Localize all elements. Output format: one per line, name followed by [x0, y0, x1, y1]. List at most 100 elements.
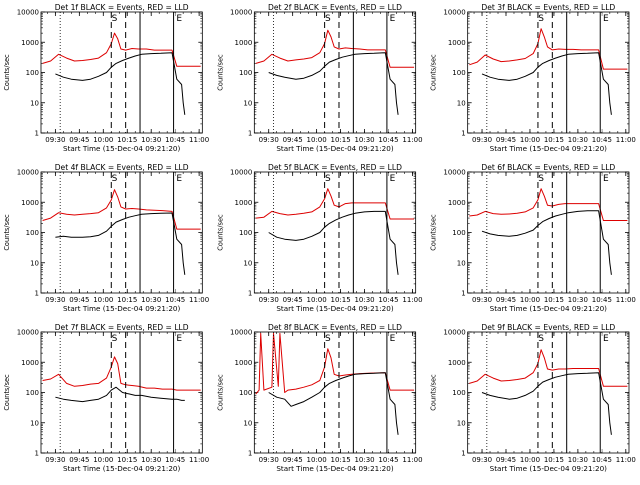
- y-axis-label: Counts/sec: [216, 374, 224, 411]
- detector-panel-6: Det 6f BLACK = Events, RED = LLD 1 10 100 10…: [430, 163, 636, 313]
- x-axis-label: Start Time (15-Dec-04 09:21:20): [276, 144, 393, 153]
- y-tick-label: 1: [248, 290, 252, 298]
- y-axis-label: Counts/sec: [3, 54, 11, 91]
- x-tick-label: 09:45: [69, 296, 89, 304]
- data-gap: [600, 13, 602, 132]
- x-tick-label: 11:00: [189, 296, 209, 304]
- end-marker-label: E: [603, 334, 609, 344]
- y-tick-label: 1: [461, 450, 465, 458]
- x-tick-label: 10:30: [354, 296, 374, 304]
- panel-title: Det 8f BLACK = Events, RED = LLD: [268, 323, 402, 332]
- detector-panel-7: Det 7f BLACK = Events, RED = LLD 1 10 100 10…: [3, 323, 209, 473]
- detector-panel-2: Det 2f BLACK = Events, RED = LLD 1 10 100 10…: [216, 3, 422, 153]
- end-marker-label: E: [603, 14, 609, 24]
- x-tick-label: 10:45: [592, 456, 612, 464]
- series-lld-red: [469, 349, 628, 387]
- series-events-black: [268, 52, 399, 115]
- plot-frame: [40, 331, 203, 454]
- x-axis-label: Start Time (15-Dec-04 09:21:20): [490, 144, 607, 153]
- plot-frame: [467, 331, 630, 454]
- x-tick-label: 09:30: [472, 296, 492, 304]
- y-tick-label: 10: [243, 259, 252, 267]
- x-tick-label: 10:30: [568, 456, 588, 464]
- panel-title: Det 9f BLACK = Events, RED = LLD: [481, 323, 615, 332]
- y-tick-label: 100: [26, 69, 39, 77]
- x-tick-label: 10:15: [544, 296, 564, 304]
- series-lld-red: [255, 188, 415, 220]
- y-axis-label: Counts/sec: [3, 374, 11, 411]
- y-tick-label: 10: [457, 99, 466, 107]
- x-tick-label: 11:00: [402, 296, 422, 304]
- x-tick-label: 10:00: [307, 296, 327, 304]
- panel-title: Det 1f BLACK = Events, RED = LLD: [55, 3, 189, 12]
- y-axis-label: Counts/sec: [3, 214, 11, 251]
- y-tick-label: 10000: [443, 169, 465, 177]
- x-tick-label: 09:30: [45, 456, 65, 464]
- data-gap: [386, 333, 389, 452]
- x-tick-label: 10:00: [520, 456, 540, 464]
- x-tick-label: 10:00: [520, 296, 540, 304]
- series-lld-red: [469, 28, 628, 70]
- data-gap: [600, 333, 602, 452]
- y-tick-label: 100: [452, 389, 465, 397]
- y-tick-label: 10: [457, 419, 466, 427]
- x-tick-label: 10:00: [520, 136, 540, 144]
- x-tick-label: 09:30: [472, 136, 492, 144]
- x-tick-label: 10:15: [117, 296, 137, 304]
- x-tick-label: 10:45: [378, 136, 398, 144]
- x-tick-label: 11:00: [402, 136, 422, 144]
- y-tick-label: 100: [239, 389, 252, 397]
- y-tick-label: 10000: [17, 329, 39, 337]
- y-tick-label: 100: [26, 389, 39, 397]
- x-tick-label: 10:45: [378, 456, 398, 464]
- y-tick-label: 1: [35, 290, 39, 298]
- data-gap: [173, 13, 176, 132]
- x-tick-label: 10:30: [568, 296, 588, 304]
- x-tick-label: 09:45: [283, 136, 303, 144]
- y-tick-label: 1: [461, 290, 465, 298]
- y-tick-label: 1: [35, 450, 39, 458]
- y-axis-label: Counts/sec: [216, 54, 224, 91]
- x-tick-label: 11:00: [189, 456, 209, 464]
- start-marker-label: S: [538, 334, 544, 344]
- x-tick-label: 09:30: [45, 136, 65, 144]
- end-marker-label: E: [176, 334, 182, 344]
- x-tick-label: 09:30: [45, 296, 65, 304]
- y-tick-label: 10: [243, 419, 252, 427]
- x-tick-label: 10:15: [544, 136, 564, 144]
- panel-title: Det 3f BLACK = Events, RED = LLD: [481, 3, 615, 12]
- x-tick-label: 10:00: [93, 136, 113, 144]
- start-marker-label: S: [112, 334, 118, 344]
- x-axis-label: Start Time (15-Dec-04 09:21:20): [490, 464, 607, 473]
- x-tick-label: 10:45: [378, 296, 398, 304]
- x-tick-label: 09:45: [283, 296, 303, 304]
- y-tick-label: 1: [35, 130, 39, 138]
- detector-panel-1: Det 1f BLACK = Events, RED = LLD 1 10 100 10…: [3, 3, 209, 153]
- x-tick-label: 10:00: [93, 456, 113, 464]
- x-tick-label: 10:15: [117, 136, 137, 144]
- x-tick-label: 10:45: [592, 136, 612, 144]
- x-tick-label: 10:15: [330, 296, 350, 304]
- data-gap: [386, 13, 389, 132]
- end-marker-label: E: [390, 334, 396, 344]
- x-tick-label: 10:45: [592, 296, 612, 304]
- x-tick-label: 09:45: [69, 136, 89, 144]
- series-lld-red: [469, 188, 628, 221]
- detector-panel-9: Det 9f BLACK = Events, RED = LLD 1 10 100 10…: [430, 323, 636, 473]
- detector-panel-3: Det 3f BLACK = Events, RED = LLD 1 10 100 10…: [430, 3, 636, 153]
- end-marker-label: E: [176, 14, 182, 24]
- y-tick-label: 10: [30, 419, 39, 427]
- x-tick-label: 10:00: [93, 296, 113, 304]
- x-tick-label: 09:45: [496, 296, 516, 304]
- y-tick-label: 100: [239, 69, 252, 77]
- x-tick-label: 10:30: [141, 296, 161, 304]
- panel-title: Det 6f BLACK = Events, RED = LLD: [481, 163, 615, 172]
- y-tick-label: 1000: [448, 359, 466, 367]
- plot-frame: [253, 171, 417, 294]
- y-tick-label: 10: [30, 99, 39, 107]
- x-axis-label: Start Time (15-Dec-04 09:21:20): [63, 464, 180, 473]
- y-tick-label: 1000: [21, 359, 39, 367]
- data-gap: [173, 173, 176, 292]
- plot-frame: [40, 11, 203, 134]
